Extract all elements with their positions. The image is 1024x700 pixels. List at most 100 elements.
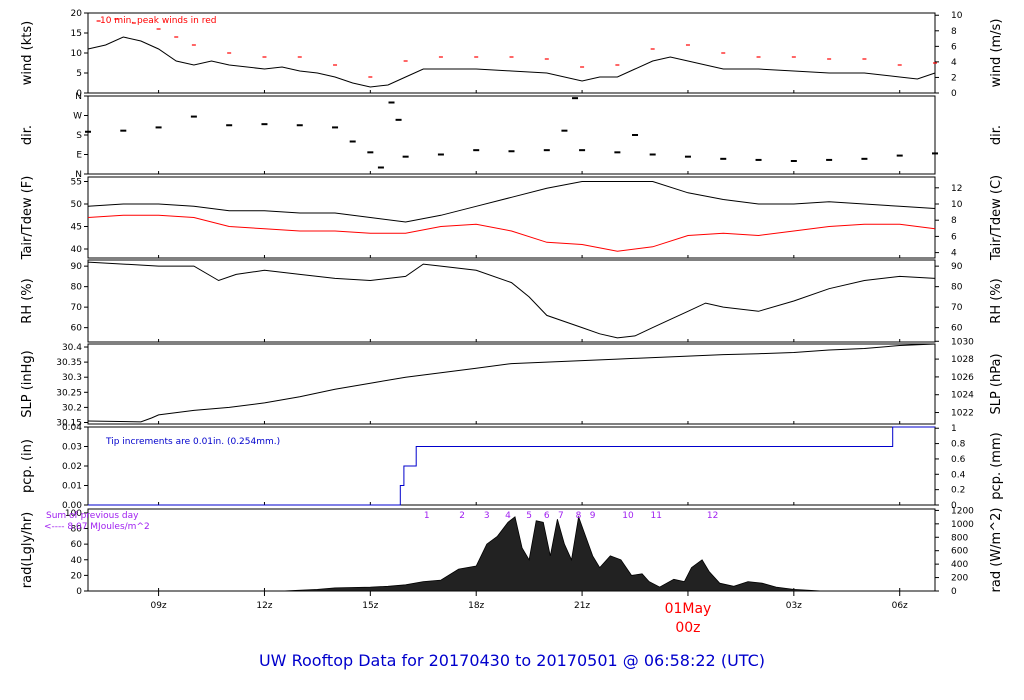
direction-mark [226,124,233,127]
direction-mark [261,123,268,126]
x-tick-label: 18z [468,601,484,611]
hour-marker: 9 [590,511,596,521]
hour-marker: 5 [526,511,532,521]
wind-ylabel: wind (kts) [20,21,35,85]
rad-ylabel-right: rad (W/m^2) [989,508,1004,593]
wind-series-wind speed [87,36,936,88]
rh-series-RH [87,261,936,339]
temp-rtick-label: 6 [951,232,957,242]
panel-rh: 60 70 80 90 60 70 80 90 RH (%) RH (%) [20,259,1004,343]
temp-series-Tair [87,181,936,223]
direction-mark [861,157,868,160]
rad-rtick-label: 800 [951,533,968,543]
rh-rtick-label: 70 [951,303,963,313]
pcp-rtick-label: 0.6 [951,455,966,465]
slp-ytick-label: 30.35 [56,358,82,368]
direction-mark [579,149,586,152]
hour-marker: 2 [459,511,465,521]
x-axis: 09z 12z 15z 18z 21z 00z 03z 06z [150,591,908,636]
hour-marker: 10 [622,511,634,521]
temp-frame [87,176,936,259]
direction-mark [543,149,550,152]
rad-ytick-label: 100 [65,509,82,519]
pcp-rtick-label: 0.4 [951,470,966,480]
slp-ylabel-right: SLP (hPa) [989,353,1004,414]
direction-mark [684,155,691,158]
hour-marker: 8 [576,511,582,521]
temp-rtick-label: 10 [951,200,963,210]
direction-mark [826,158,833,161]
slp-ytick-label: 30.3 [62,373,82,383]
rh-rtick-label: 60 [951,324,963,334]
temp-ytick-label: 45 [71,223,82,233]
pcp-rtick-label: 0 [951,501,957,511]
rh-frame [87,259,936,343]
rad-ytick-label: 20 [71,571,83,581]
direction-mark [332,126,339,129]
rad-ytick-label: 40 [71,556,83,566]
rad-rtick-label: 400 [951,560,968,570]
day-label: 01May [665,601,712,617]
slp-ytick-label: 30.4 [62,343,82,353]
rh-ytick-label: 90 [71,262,83,272]
slp-ytick-label: 30.2 [62,403,82,413]
pcp-ylabel: pcp. (in) [20,439,35,493]
rh-ytick-label: 60 [71,324,83,334]
slp-ylabel: SLP (inHg) [20,350,35,418]
pcp-note: Tip increments are 0.01in. (0.254mm.) [105,437,280,447]
direction-mark [632,134,639,136]
rh-ytick-label: 80 [71,283,83,293]
direction-mark [155,126,162,129]
direction-mark [190,115,197,118]
dir-ytick-label: W [73,112,82,122]
direction-mark [85,130,91,133]
x-tick-label: 12z [256,601,272,611]
rad-rtick-label: 200 [951,574,968,584]
dir-ytick-label: N [75,92,82,102]
rad-rtick-label: 1000 [951,520,974,530]
temp-rtick-label: 8 [951,216,957,226]
rh-ylabel-right: RH (%) [989,278,1004,323]
pcp-ytick-label: 0.00 [62,501,82,511]
rad-note: Sum of previous day [46,511,139,521]
slp-rtick-label: 1022 [951,409,974,419]
x-tick-label: 21z [574,601,590,611]
direction-mark [367,151,374,154]
direction-mark [790,160,797,162]
rad-note-2: <---- 8.07 MJoules/m^2 [44,522,150,532]
rad-ytick-label: 80 [71,525,83,535]
radiation-area [282,515,823,592]
wind-rtick-label: 2 [951,73,957,83]
direction-mark [388,101,395,104]
direction-mark [755,158,762,161]
x-tick-label: 06z [892,601,908,611]
pcp-rtick-label: 0.8 [951,440,966,450]
dir-ylabel: dir. [20,125,35,145]
wind-ytick-label: 0 [76,89,82,99]
wind-ytick-label: 20 [71,9,83,19]
dir-frame [87,95,936,175]
panel-wind: 0 5 10 15 20 0 2 4 6 8 10 wind (kts) wind (m/s) 10 mi… [20,9,1004,99]
dir-ytick-label: E [76,151,82,161]
direction-mark [561,129,568,132]
pcp-rtick-label: 0.2 [951,486,965,496]
rad-rtick-label: 600 [951,547,968,557]
pcp-ylabel-right: pcp. (mm) [989,432,1004,499]
rad-rtick-label: 0 [951,587,957,597]
rad-rtick-label: 1200 [951,506,974,516]
wind-rtick-label: 8 [951,27,957,37]
dir-ytick-label: S [76,131,82,141]
temp-ytick-label: 40 [71,245,83,255]
x-tick-label: 03z [786,601,802,611]
direction-mark [508,150,515,153]
direction-mark [649,153,656,156]
wind-ylabel-right: wind (m/s) [989,19,1004,88]
temp-rtick-label: 12 [951,184,962,194]
wind-ytick-label: 10 [71,49,83,59]
panel-slp: 30.15 30.2 30.25 30.3 30.35 30.4 1022 1024 1026 1… [20,337,1004,428]
slp-ytick-label: 30.15 [56,418,82,428]
pcp-ytick-label: 0.02 [62,462,82,472]
wind-note: 10 min. peak winds in red [100,16,217,26]
